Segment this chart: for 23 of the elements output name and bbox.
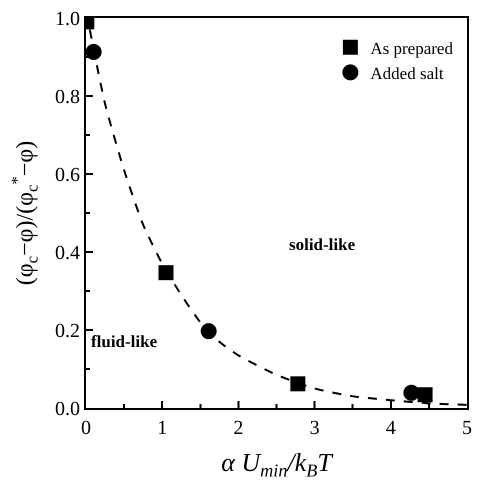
point [403,384,420,401]
point [200,323,217,340]
x-tick-label: 3 [310,417,320,439]
annotation: fluid-like [91,332,158,351]
x-tick-label: 0 [81,417,91,439]
y-tick-label: 0.8 [55,86,80,108]
point [86,44,102,60]
y-tick-label: 0.4 [55,242,80,264]
point [418,387,433,402]
x-tick-label: 4 [386,417,396,439]
y-tick-label: 0.2 [55,320,80,342]
annotation: solid-like [289,235,356,254]
x-axis-title: α U$_{min}$/k$_{B}$T [221,448,334,481]
point [290,376,306,392]
legend-label: Added salt [370,64,444,83]
y-tick-label: 1.0 [55,8,80,30]
y-tick-label: 0.6 [55,164,80,186]
x-tick-label: 1 [157,417,168,439]
legend-label: As prepared [370,38,454,58]
point [158,265,174,280]
x-tick-label: 2 [233,417,244,439]
x-tick-label: 5 [462,417,472,439]
y-tick-label: 0.0 [55,398,80,420]
